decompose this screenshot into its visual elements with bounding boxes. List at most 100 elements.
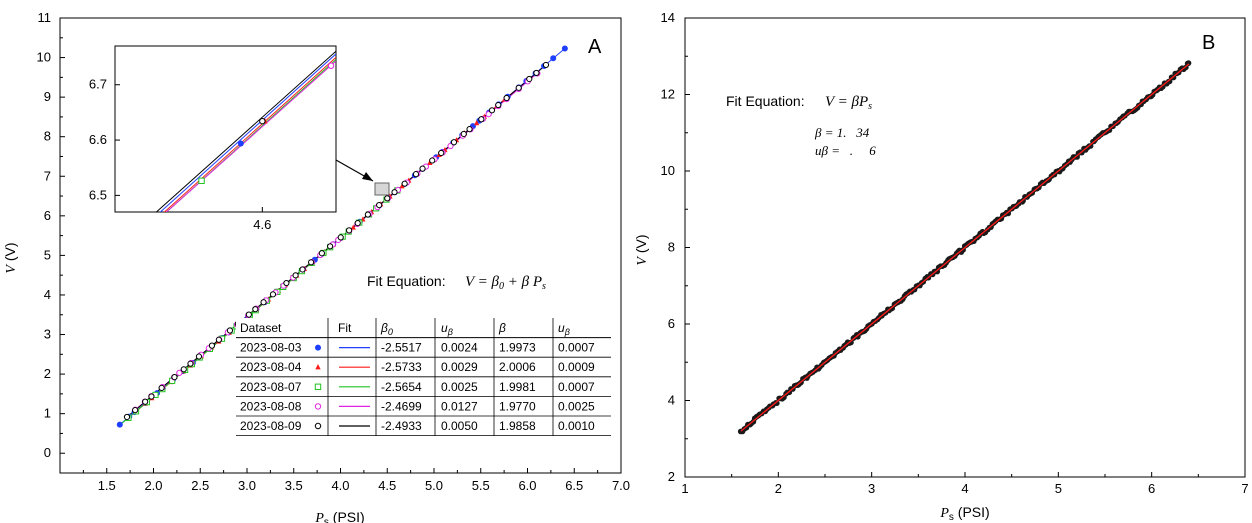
data-point-2023-08-09 [180,366,187,373]
y-tick-label: 5 [44,247,51,262]
table-cell-value: -2.4933 [381,419,422,433]
y-tick-label: 10 [661,163,675,178]
data-point [1005,210,1012,217]
table-cell-value: 0.0007 [558,341,595,355]
table-header: β [498,321,506,335]
fit-equation-label-b: Fit Equation: [726,93,805,109]
table-cell-value: 2.0006 [499,360,536,374]
table-header-subscript: 0 [388,327,393,337]
x-tick-label: 4.5 [378,478,396,493]
data-point-2023-08-09 [515,84,522,91]
x-tick-label: 2.5 [191,478,209,493]
data-point-2023-08-09 [208,342,216,349]
data-point [934,268,941,275]
x-tick-label: 5.5 [472,478,490,493]
y-tick-label: 4 [44,287,51,302]
y-tick-label: 9 [44,89,51,104]
data-point-2023-08-09 [488,107,496,114]
panel-b-x-label: Ps (PSI) [939,504,989,523]
panel-a-letter: A [588,36,602,58]
data-point-2023-08-09 [401,180,408,187]
data-point-2023-08-09 [292,272,299,279]
panel-a-fit-equation: Fit Equation: V = β0 + β Ps [367,273,546,292]
table-cell-value: 0.0007 [558,380,595,394]
data-point-2023-08-03 [561,45,568,52]
data-point-2023-08-04 [399,183,405,189]
table-cell-value: -2.4699 [381,399,422,413]
table-cell-value: 1.9858 [499,419,536,433]
y-tick-label: 8 [668,240,675,255]
data-point-2023-08-09 [308,259,315,266]
zoom-indicator [335,159,390,196]
data-point-2023-08-09 [195,353,203,360]
table-cell-value: 1.9981 [499,380,536,394]
data-point-2023-08-09 [158,384,165,391]
inset-fit-line-2023-08-03 [159,53,336,212]
y-tick-label: 2 [44,366,51,381]
data-point-2023-08-09 [503,94,510,102]
panel-a-y-label: V (V) [2,242,19,273]
inset-y-tick-label: 6.5 [89,187,107,202]
x-tick-label: 3.0 [238,478,256,493]
y-tick-label: 8 [44,129,51,144]
data-point-2023-08-09 [354,220,361,227]
data-point-2023-08-04 [350,224,356,230]
table-marker-2023-08-07 [314,383,322,391]
fit-equation-label: Fit Equation: [367,273,446,289]
data-point-2023-08-09 [245,311,252,318]
table-cell-dataset: 2023-08-03 [240,341,302,355]
data-point-2023-08-09 [478,116,485,123]
y-tick-label: 6 [668,316,675,331]
y-tick-label: 10 [37,50,51,65]
data-point [1185,60,1192,66]
data-point-2023-08-09 [283,279,290,287]
x-tick-label: 4.0 [331,478,349,493]
panel-b-x-axis: 1 2 3 4 5 6 7 [681,472,1249,496]
inset-frame [114,45,337,213]
x-tick-label: 1 [681,481,688,496]
panel-b-letter: B [1202,32,1215,54]
data-point-2023-08-09 [123,413,131,421]
inset-plot: 4.6 6.5 6.6 6.7 [89,45,337,232]
table-marker-2023-08-08 [314,403,322,410]
data-point-2023-08-09 [148,393,155,400]
data-point-2023-08-09 [460,130,467,138]
panel-b-y-label: V (V) [633,234,650,265]
table-marker-2023-08-09 [314,422,322,430]
beta-value: β = 1. 34 [814,125,870,140]
panel-a-x-axis: 1.5 2.0 2.5 3.0 3.5 4.0 4.5 5.0 5.5 6.0 6.5 7.0 [82,468,630,493]
table-cell-value: 0.0009 [558,360,595,374]
x-tick-label: 4 [961,481,968,496]
data-point-2023-08-09 [533,69,540,77]
data-point-2023-08-09 [526,75,533,83]
data-point-2023-08-09 [187,360,194,367]
data-point-2023-08-08 [447,142,454,150]
table-cell-dataset: 2023-08-09 [240,419,302,433]
table-cell-value: -2.5733 [381,360,422,374]
y-tick-label: 4 [668,393,675,408]
table-cell-value: 0.0050 [441,419,478,433]
x-tick-label: 3.5 [285,478,303,493]
data-point-2023-08-09 [132,407,139,414]
inset-fit-line-2023-08-09 [155,50,336,212]
table-cell-value: 1.9770 [499,399,536,413]
data-point-2023-08-09 [269,291,277,298]
table-cell-value: 0.0010 [558,419,595,433]
panel-b-data [737,60,1192,435]
table-marker-2023-08-04 [315,364,321,370]
table-cell-value: 1.9973 [499,341,536,355]
data-point-2023-08-09 [412,171,420,178]
x-tick-label: 7 [1241,481,1248,496]
table-cell-dataset: 2023-08-08 [240,399,302,413]
x-tick-label: 6 [1148,481,1155,496]
data-point-2023-08-09 [346,227,353,234]
data-point-2023-08-09 [260,299,267,306]
table-cell-value: 0.0025 [441,380,478,394]
panel-b-y-axis: 2 4 6 8 10 12 14 [661,10,690,484]
data-point-2023-08-09 [542,61,550,69]
data-point-2023-08-08 [485,110,492,118]
table-header: Fit [338,321,352,335]
panel-a-y-axis: 0 1 2 3 4 5 6 7 8 9 10 11 [37,10,65,474]
data-point-2023-08-09 [419,165,426,172]
